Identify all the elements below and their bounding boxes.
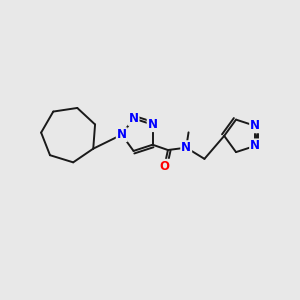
Text: N: N: [117, 128, 127, 141]
Text: N: N: [250, 140, 260, 152]
Text: O: O: [159, 160, 170, 173]
Text: N: N: [128, 112, 139, 125]
Text: N: N: [148, 118, 158, 131]
Text: N: N: [181, 141, 191, 154]
Text: N: N: [250, 119, 260, 132]
